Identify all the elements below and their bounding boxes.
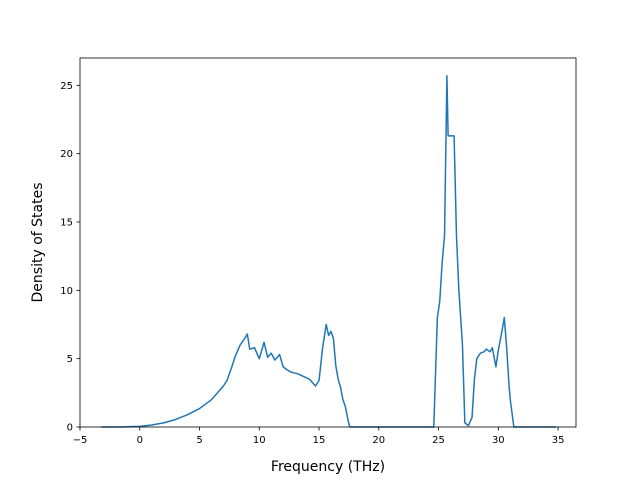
y-tick-label: 15 bbox=[60, 218, 73, 229]
x-tick-label: 5 bbox=[196, 435, 202, 446]
plot-frame bbox=[79, 57, 577, 428]
y-axis: 0 5 10 15 20 25 bbox=[60, 81, 80, 434]
x-tick-label: −5 bbox=[73, 435, 88, 446]
x-tick-label: 0 bbox=[137, 435, 143, 446]
y-tick-label: 25 bbox=[60, 81, 73, 92]
x-tick-label: 25 bbox=[432, 435, 445, 446]
x-axis-label: Frequency (THz) bbox=[271, 459, 385, 475]
plot-area bbox=[100, 75, 557, 428]
x-tick-label: 30 bbox=[492, 435, 505, 446]
y-tick-label: 5 bbox=[67, 354, 73, 365]
x-tick-label: 20 bbox=[372, 435, 385, 446]
x-tick-label: 10 bbox=[253, 435, 266, 446]
y-tick-label: 20 bbox=[60, 149, 73, 160]
y-tick-label: 0 bbox=[67, 423, 73, 434]
y-axis-label: Density of States bbox=[30, 183, 46, 303]
x-axis: −5 0 5 10 15 20 25 30 35 bbox=[73, 427, 565, 446]
y-tick-label: 10 bbox=[60, 286, 73, 297]
series-line-0 bbox=[100, 75, 557, 428]
x-tick-label: 15 bbox=[313, 435, 326, 446]
x-tick-label: 35 bbox=[552, 435, 565, 446]
